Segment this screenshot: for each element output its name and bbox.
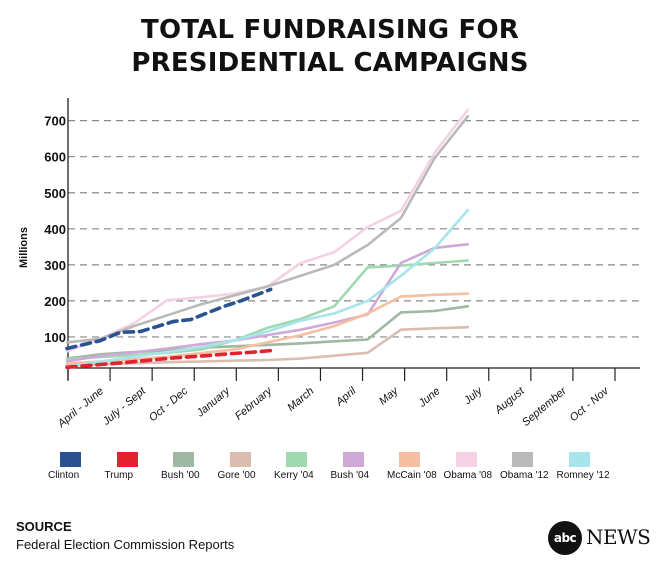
- y-tick-label: 600: [44, 150, 66, 165]
- abc-news-logo: abc NEWS: [548, 519, 651, 555]
- legend-swatch: [286, 452, 307, 467]
- x-tick-label: Oct - Dec: [147, 385, 191, 424]
- series-line-mccain-08: [65, 292, 470, 365]
- legend-swatch: [229, 452, 251, 467]
- y-axis-ticks: 100 200 300 400 500 600 700: [44, 114, 66, 345]
- x-tick-label: June: [416, 385, 443, 410]
- y-tick-label: 200: [44, 294, 66, 309]
- grid-lines: [68, 120, 640, 338]
- series-line-romney-12: [65, 208, 470, 368]
- series-line-bush-04: [65, 243, 470, 363]
- abc-logo-wordmark: NEWS: [586, 525, 651, 549]
- y-tick-label: 400: [44, 222, 66, 237]
- y-tick-label: 300: [44, 258, 66, 273]
- legend-swatch: [399, 452, 420, 467]
- x-tick-label: May: [377, 384, 402, 408]
- y-tick-label: 700: [44, 114, 66, 129]
- legend-label: Obama '08: [443, 470, 493, 481]
- x-tick-label: January: [194, 384, 234, 420]
- source-heading: SOURCE: [16, 519, 72, 534]
- series-line-obama-12: [65, 115, 470, 344]
- series-line-trump: [65, 348, 276, 370]
- legend-label: Romney '12: [556, 470, 610, 481]
- legend-swatch: [173, 452, 194, 467]
- legend-label: Bush '00: [161, 470, 200, 481]
- x-tick-label: April - June: [55, 385, 106, 431]
- legend-swatch: [568, 452, 590, 467]
- x-tick-label: August: [492, 385, 527, 417]
- legend-label: Gore '00: [217, 470, 256, 481]
- series-line-clinton: [65, 287, 273, 351]
- legend-swatch: [116, 452, 138, 467]
- axes: [67, 98, 640, 381]
- legend-label: Trump: [104, 470, 134, 481]
- x-tick-label: March: [285, 385, 316, 414]
- source-text: Federal Election Commission Reports: [16, 537, 235, 552]
- chart-title: TOTAL FUNDRAISING FOR PRESIDENTIAL CAMPA…: [0, 14, 660, 80]
- title-line-1: TOTAL FUNDRAISING FOR: [141, 15, 519, 45]
- legend-label: Obama '12: [500, 470, 549, 481]
- x-tick-label: Oct - Nov: [568, 384, 612, 424]
- x-tick-label: February: [233, 384, 276, 422]
- x-tick-label: July - Sept: [100, 385, 149, 429]
- legend-swatch: [512, 452, 533, 467]
- y-tick-label: 100: [44, 330, 66, 345]
- legend: Clinton Trump Bush '00 Gore '00 Kerry '04 Bus…: [40, 452, 660, 486]
- x-tick-label: April: [333, 385, 359, 409]
- series-lines: [65, 108, 470, 370]
- x-tick-label: September: [520, 384, 570, 429]
- title-line-2: PRESIDENTIAL CAMPAIGNS: [131, 48, 529, 78]
- legend-label: Bush '04: [330, 470, 370, 481]
- abc-logo-circle: abc: [548, 521, 582, 555]
- series-line-kerry-04: [65, 259, 470, 361]
- legend-label: McCain '08: [387, 470, 437, 481]
- legend-swatch: [60, 452, 81, 467]
- source-block: SOURCE Federal Election Commission Repor…: [16, 519, 234, 552]
- series-line-obama-08: [65, 108, 470, 353]
- x-tick-label: July: [461, 384, 486, 407]
- legend-label: Clinton: [48, 470, 80, 481]
- y-tick-label: 500: [44, 186, 66, 201]
- legend-label: Kerry '04: [274, 470, 314, 481]
- legend-swatch: [342, 452, 364, 467]
- legend-swatch: [455, 452, 477, 467]
